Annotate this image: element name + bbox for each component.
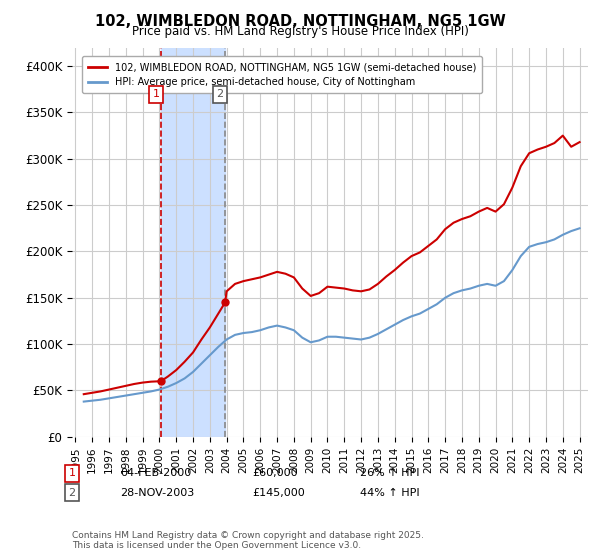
Text: £145,000: £145,000	[252, 488, 305, 498]
Text: 102, WIMBLEDON ROAD, NOTTINGHAM, NG5 1GW: 102, WIMBLEDON ROAD, NOTTINGHAM, NG5 1GW	[95, 14, 505, 29]
Text: 1: 1	[68, 468, 76, 478]
Text: Contains HM Land Registry data © Crown copyright and database right 2025.
This d: Contains HM Land Registry data © Crown c…	[72, 531, 424, 550]
Text: 28-NOV-2003: 28-NOV-2003	[120, 488, 194, 498]
Text: 26% ↑ HPI: 26% ↑ HPI	[360, 468, 419, 478]
Bar	[161, 48, 225, 437]
Text: £60,000: £60,000	[252, 468, 298, 478]
Text: Price paid vs. HM Land Registry's House Price Index (HPI): Price paid vs. HM Land Registry's House …	[131, 25, 469, 38]
Text: 1: 1	[152, 89, 160, 99]
Text: 2: 2	[68, 488, 76, 498]
Text: 2: 2	[217, 89, 224, 99]
Text: 04-FEB-2000: 04-FEB-2000	[120, 468, 191, 478]
Text: 44% ↑ HPI: 44% ↑ HPI	[360, 488, 419, 498]
Legend: 102, WIMBLEDON ROAD, NOTTINGHAM, NG5 1GW (semi-detached house), HPI: Average pri: 102, WIMBLEDON ROAD, NOTTINGHAM, NG5 1GW…	[82, 57, 482, 93]
